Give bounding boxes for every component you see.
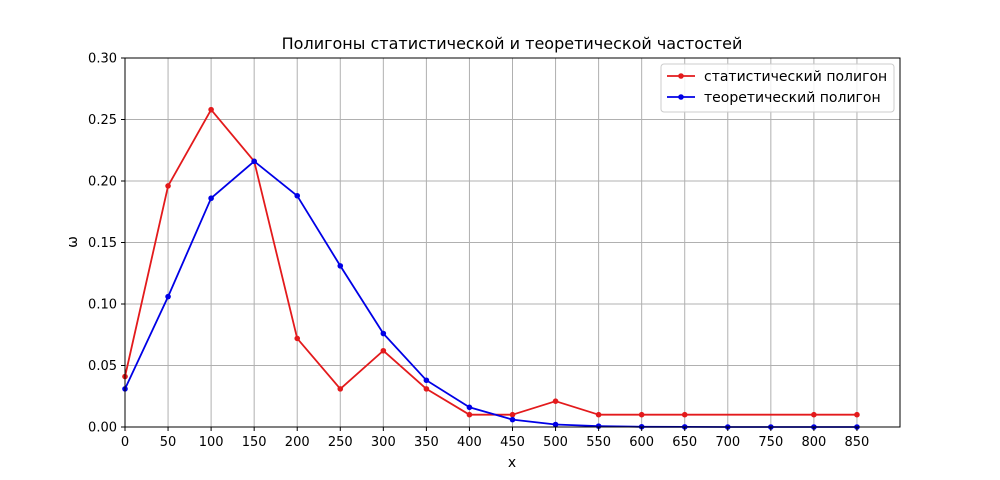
x-tick-label: 300 bbox=[371, 435, 396, 450]
data-point bbox=[638, 411, 645, 418]
data-point bbox=[466, 404, 473, 411]
data-point bbox=[552, 398, 559, 404]
y-tick-label: 0.20 bbox=[88, 175, 117, 190]
x-tick-label: 800 bbox=[801, 435, 826, 450]
data-point bbox=[337, 386, 344, 392]
data-point bbox=[337, 263, 344, 269]
data-point bbox=[208, 106, 214, 113]
x-tick-label: 700 bbox=[715, 435, 740, 450]
data-point bbox=[294, 335, 301, 342]
ticks: 0 50 100 150 200 250 300 350 400 450 500 550 600 650 7… bbox=[88, 52, 869, 451]
data-point bbox=[466, 411, 473, 418]
legend-label: статистический полигон bbox=[704, 69, 887, 85]
series-layer bbox=[122, 106, 860, 430]
y-tick-label: 0.30 bbox=[88, 52, 117, 67]
x-tick-label: 400 bbox=[457, 435, 482, 450]
x-tick-label: 850 bbox=[845, 435, 870, 450]
legend-label: теоретический полигон bbox=[704, 90, 881, 106]
data-point bbox=[423, 377, 430, 384]
grid bbox=[124, 57, 900, 428]
x-tick-label: 0 bbox=[121, 435, 129, 450]
legend-marker bbox=[678, 94, 684, 100]
x-tick-label: 750 bbox=[758, 435, 783, 450]
x-tick-label: 100 bbox=[199, 435, 224, 450]
series-1 bbox=[122, 158, 860, 430]
chart-title: Полигоны статистической и теоретической … bbox=[282, 34, 743, 53]
x-tick-label: 350 bbox=[414, 435, 439, 450]
data-point bbox=[165, 293, 171, 300]
legend-item: теоретический полигон bbox=[667, 90, 881, 106]
y-tick-label: 0.15 bbox=[88, 236, 117, 251]
x-tick-label: 550 bbox=[586, 435, 611, 450]
data-point bbox=[380, 330, 387, 337]
data-point bbox=[165, 183, 171, 189]
x-tick-label: 450 bbox=[500, 435, 525, 450]
series-line bbox=[124, 108, 857, 416]
data-point bbox=[854, 411, 860, 418]
data-point bbox=[294, 192, 301, 199]
data-point bbox=[208, 195, 214, 202]
y-tick-label: 0.05 bbox=[88, 359, 117, 374]
legend-box bbox=[660, 63, 895, 113]
legend-marker bbox=[678, 73, 684, 79]
x-tick-label: 500 bbox=[543, 435, 568, 450]
data-point bbox=[380, 347, 387, 354]
data-point bbox=[681, 411, 688, 418]
data-point bbox=[811, 411, 817, 418]
y-tick-label: 0.00 bbox=[88, 421, 117, 436]
legend: статистический полигон теоретический поли… bbox=[660, 63, 895, 113]
y-axis-label: ω bbox=[65, 236, 81, 248]
y-tick-label: 0.25 bbox=[88, 113, 117, 128]
x-tick-label: 50 bbox=[160, 435, 177, 450]
x-tick-label: 200 bbox=[285, 435, 310, 450]
x-tick-label: 150 bbox=[242, 435, 267, 450]
x-axis-label: x bbox=[508, 455, 516, 471]
data-point bbox=[595, 423, 602, 429]
legend-item: статистический полигон bbox=[667, 69, 887, 85]
x-tick-label: 650 bbox=[672, 435, 697, 450]
data-point bbox=[251, 158, 257, 165]
x-tick-label: 250 bbox=[328, 435, 353, 450]
data-point bbox=[509, 416, 516, 423]
series-line bbox=[124, 160, 857, 428]
x-tick-label: 600 bbox=[629, 435, 654, 450]
data-point bbox=[423, 386, 430, 392]
data-point bbox=[595, 411, 602, 418]
y-tick-label: 0.10 bbox=[88, 298, 117, 313]
series-0 bbox=[122, 106, 860, 418]
data-point bbox=[509, 411, 516, 418]
data-point bbox=[552, 421, 559, 428]
